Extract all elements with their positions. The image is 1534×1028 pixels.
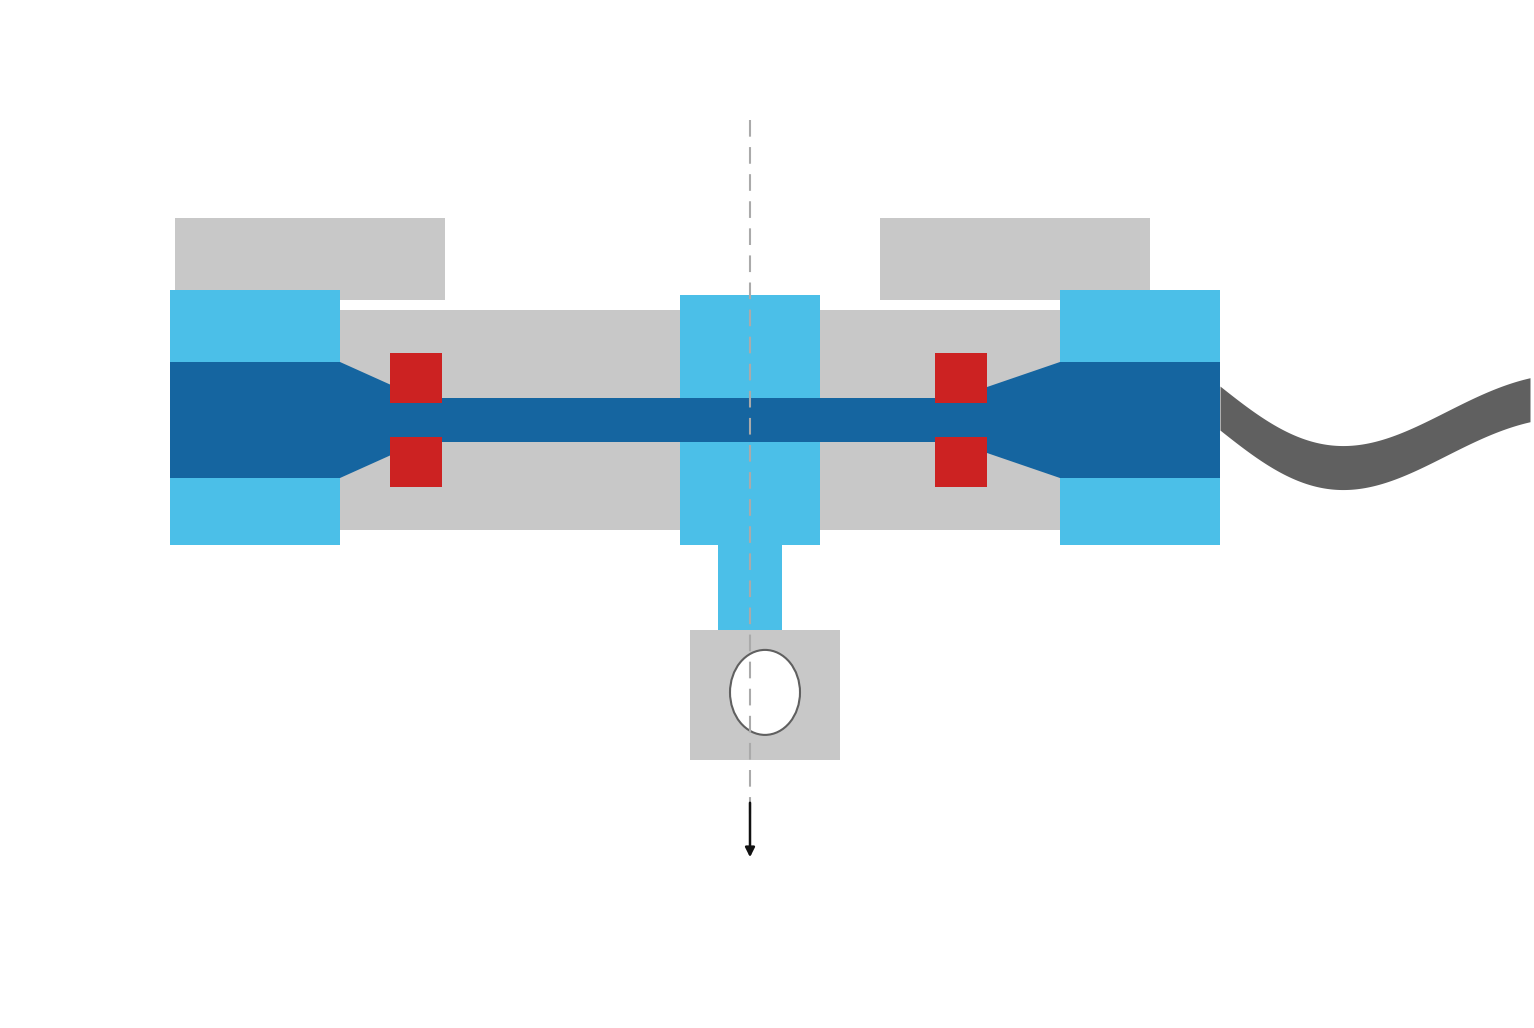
Bar xyxy=(390,353,442,403)
Bar xyxy=(1060,362,1220,478)
Bar xyxy=(718,545,782,640)
Bar xyxy=(390,437,442,487)
Polygon shape xyxy=(341,362,680,478)
Bar xyxy=(936,353,986,403)
Bar xyxy=(690,630,841,760)
Bar xyxy=(680,295,821,545)
Bar xyxy=(170,362,341,478)
Bar xyxy=(175,218,445,300)
Ellipse shape xyxy=(730,650,801,735)
Bar xyxy=(881,218,1150,300)
Bar xyxy=(936,437,986,487)
Bar xyxy=(680,398,821,442)
Bar xyxy=(1060,290,1220,545)
Polygon shape xyxy=(821,362,1060,478)
Bar xyxy=(170,290,341,545)
Bar xyxy=(310,310,1100,530)
